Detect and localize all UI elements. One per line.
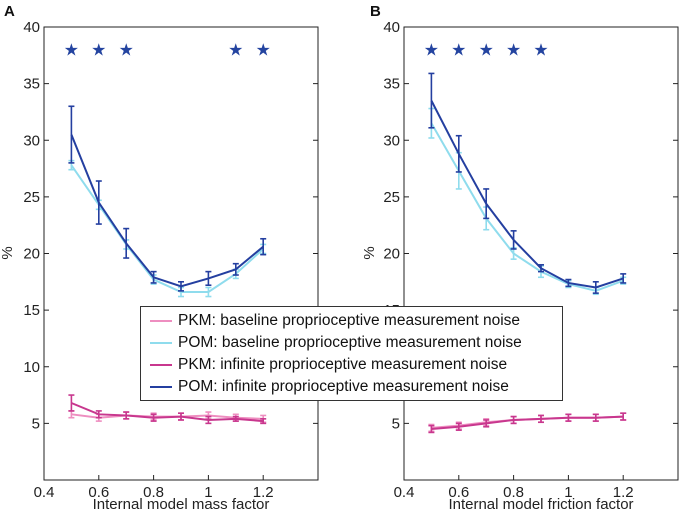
panel-a-series [68, 105, 267, 425]
legend-swatch-pom-inf [150, 386, 172, 388]
panel-b-xtick-label-1: 0.6 [448, 484, 469, 501]
panel-a-star-4: ★ [256, 41, 271, 60]
panel-b-star-3: ★ [506, 41, 521, 60]
panel-a-xtick-label-1: 0.6 [88, 484, 109, 501]
panel-a-ytick-label-7: 40 [23, 19, 40, 36]
legend-label-pkm-inf: PKM: infinite proprioceptive measurement… [178, 356, 508, 373]
panel-a-xtick-label-3: 1 [204, 484, 212, 501]
panel-b-series-line-pom_inf [430, 100, 624, 289]
panel-a-xtick-label-0: 0.4 [34, 484, 55, 501]
legend-item-pom-inf: POM: infinite proprioceptive measurement… [141, 376, 509, 398]
panel-b-series-line-pom_base [430, 122, 624, 292]
panel-a-series-line-pom_inf [70, 134, 264, 288]
panel-a-series-line-pom_base [70, 164, 264, 294]
legend-item-pom-base: POM: baseline proprioceptive measurement… [141, 332, 522, 354]
panel-a-ticks: 0.4 0.6 0.8 1 1.2 5 10 15 20 25 30 35 40 [23, 19, 318, 501]
legend-label-pom-inf: POM: infinite proprioceptive measurement… [178, 378, 509, 395]
panel-b-ylabel: % [361, 246, 378, 259]
panel-b-ytick-label-7: 40 [383, 19, 400, 36]
panel-a-ytick-label-2: 15 [23, 302, 40, 319]
panel-b-ytick-label-3: 20 [383, 246, 400, 263]
panel-b-ytick-label-0: 5 [392, 415, 400, 432]
legend-item-pkm-base: PKM: baseline proprioceptive measurement… [141, 310, 520, 332]
legend: PKM: baseline proprioceptive measurement… [140, 306, 563, 401]
panel-b-star-4: ★ [533, 41, 548, 60]
panel-b-xtick-label-2: 0.8 [503, 484, 524, 501]
panel-a-ylabel: % [0, 246, 16, 259]
panel-b-ytick-label-5: 30 [383, 132, 400, 149]
panel-b-star-0: ★ [424, 41, 439, 60]
panel-b-letter: B [370, 3, 381, 20]
legend-label-pkm-base: PKM: baseline proprioceptive measurement… [178, 312, 521, 329]
panel-a-ytick-label-6: 35 [23, 76, 40, 93]
panel-a: A % Internal model mass factor 0.4 0.6 0.8… [0, 3, 319, 513]
panel-a-series-line-pkm_inf [71, 402, 264, 423]
panel-b-ytick-label-6: 35 [383, 76, 400, 93]
panel-b-xtick-label-4: 1.2 [613, 484, 634, 501]
legend-swatch-pkm-inf [150, 364, 172, 366]
panel-b-significance-stars: ★ ★ ★ ★ ★ [424, 41, 549, 60]
legend-swatch-pkm-base [150, 320, 172, 322]
panel-a-star-3: ★ [228, 41, 243, 60]
panel-a-ytick-label-4: 25 [23, 189, 40, 206]
panel-a-ytick-label-3: 20 [23, 246, 40, 263]
panel-a-ytick-label-5: 30 [23, 132, 40, 149]
panel-b-xlabel: Internal model friction factor [448, 496, 633, 513]
panel-a-xlabel: Internal model mass factor [93, 496, 270, 513]
legend-swatch-pom-base [150, 342, 172, 344]
panel-a-star-0: ★ [64, 41, 79, 60]
panel-b: B % Internal model friction factor 0.4 0.… [361, 3, 679, 513]
panel-a-ytick-label-1: 10 [23, 359, 40, 376]
panel-b-xtick-label-3: 1 [564, 484, 572, 501]
panel-b-star-2: ★ [479, 41, 494, 60]
legend-item-pkm-inf: PKM: infinite proprioceptive measurement… [141, 354, 507, 376]
panel-a-star-1: ★ [91, 41, 106, 60]
panel-b-series [428, 72, 627, 434]
panel-a-letter: A [4, 3, 15, 20]
panel-b-ytick-label-4: 25 [383, 189, 400, 206]
panel-a-star-2: ★ [119, 41, 134, 60]
panel-a-xtick-label-2: 0.8 [143, 484, 164, 501]
panel-b-axes-box [403, 26, 679, 481]
panel-a-ytick-label-0: 5 [32, 415, 40, 432]
panel-a-xtick-label-4: 1.2 [253, 484, 274, 501]
panel-a-significance-stars: ★ ★ ★ ★ ★ [64, 41, 271, 60]
legend-label-pom-base: POM: baseline proprioceptive measurement… [178, 334, 522, 351]
panel-a-axes-box [43, 26, 319, 481]
panel-b-star-1: ★ [451, 41, 466, 60]
panel-b-series-line-pkm_inf [431, 415, 624, 431]
panel-b-xtick-label-0: 0.4 [394, 484, 415, 501]
